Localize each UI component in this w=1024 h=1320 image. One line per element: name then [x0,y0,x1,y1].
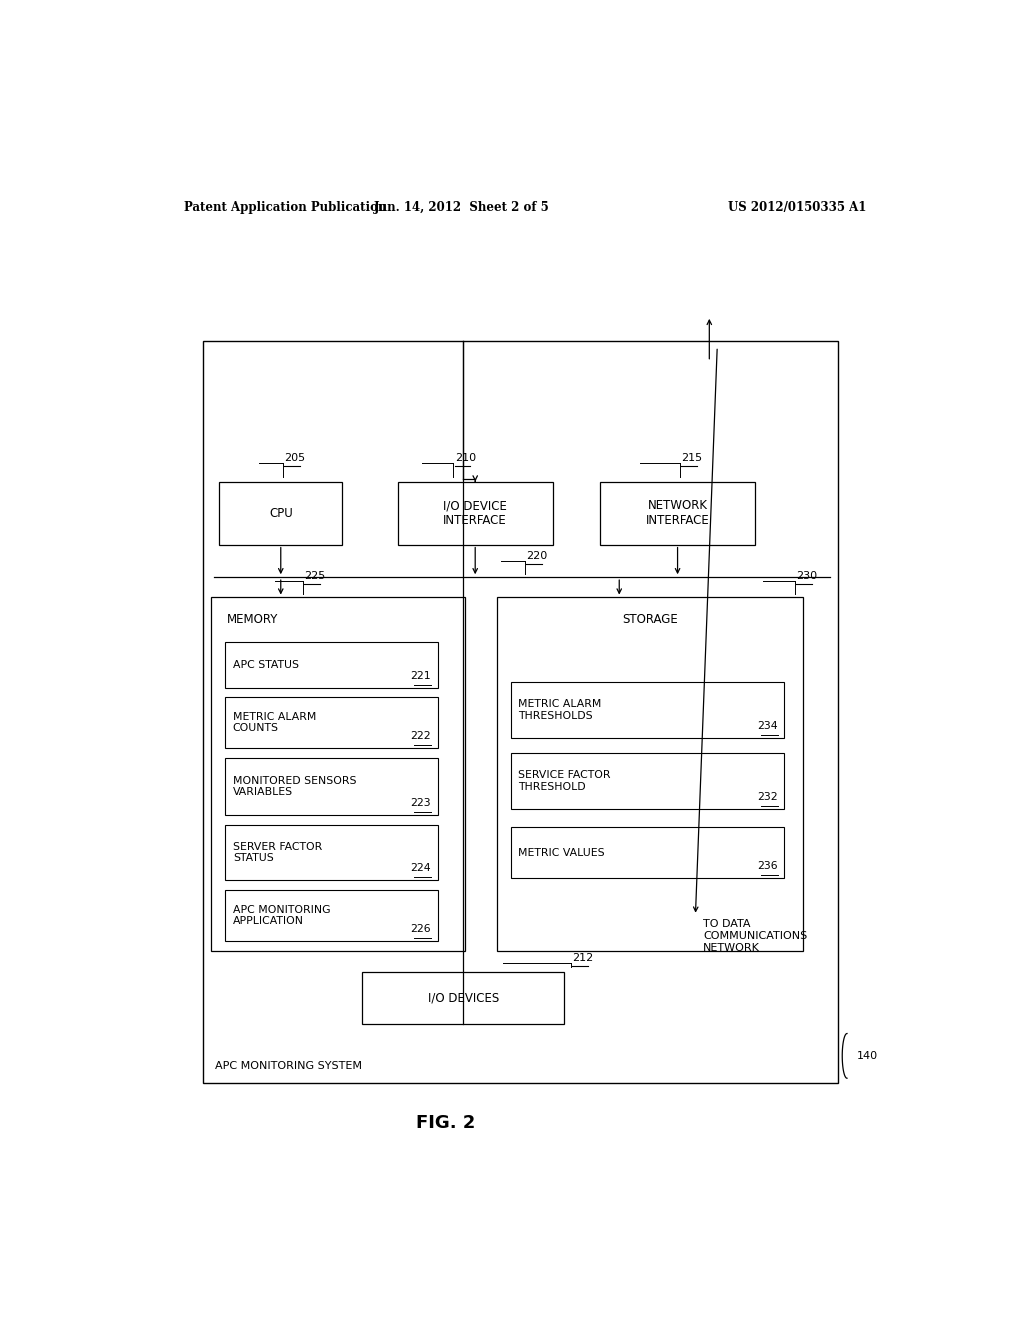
Text: MONITORED SENSORS
VARIABLES: MONITORED SENSORS VARIABLES [232,776,356,797]
Text: 212: 212 [572,953,594,964]
Text: NETWORK
INTERFACE: NETWORK INTERFACE [646,499,710,527]
Text: SERVICE FACTOR
THRESHOLD: SERVICE FACTOR THRESHOLD [518,770,611,792]
Text: METRIC VALUES: METRIC VALUES [518,847,605,858]
Text: 230: 230 [797,572,817,581]
Bar [219,482,342,545]
Bar [204,342,839,1084]
Text: Patent Application Publication: Patent Application Publication [183,201,386,214]
Text: TO DATA
COMMUNICATIONS
NETWORK: TO DATA COMMUNICATIONS NETWORK [703,919,808,953]
Bar [511,752,784,809]
Text: 205: 205 [285,453,305,463]
Bar [511,828,784,878]
Text: 232: 232 [758,792,778,801]
Text: 226: 226 [411,924,431,935]
Text: SERVER FACTOR
STATUS: SERVER FACTOR STATUS [232,842,322,863]
Bar [497,598,803,952]
Text: 221: 221 [411,671,431,681]
Text: APC MONITORING
APPLICATION: APC MONITORING APPLICATION [232,904,331,927]
Text: Jun. 14, 2012  Sheet 2 of 5: Jun. 14, 2012 Sheet 2 of 5 [374,201,549,214]
Text: 224: 224 [411,863,431,873]
Text: APC STATUS: APC STATUS [232,660,299,671]
Text: I/O DEVICES: I/O DEVICES [428,991,499,1005]
Text: 236: 236 [758,861,778,871]
Bar [225,825,437,880]
Text: 210: 210 [455,453,476,463]
Text: 234: 234 [758,721,778,731]
Text: METRIC ALARM
COUNTS: METRIC ALARM COUNTS [232,711,316,734]
Text: 215: 215 [681,453,702,463]
Bar [362,972,564,1024]
Text: FIG. 2: FIG. 2 [416,1114,475,1133]
Text: STORAGE: STORAGE [622,612,678,626]
Text: US 2012/0150335 A1: US 2012/0150335 A1 [728,201,866,214]
Bar [225,890,437,941]
Bar [225,643,437,688]
Text: 223: 223 [411,797,431,808]
Text: 222: 222 [411,731,431,741]
Bar [211,598,465,952]
Bar [225,758,437,814]
Text: 140: 140 [856,1051,878,1061]
Bar [600,482,755,545]
Text: MEMORY: MEMORY [227,612,279,626]
Text: APC MONITORING SYSTEM: APC MONITORING SYSTEM [215,1061,362,1071]
Bar [511,682,784,738]
Text: 225: 225 [304,572,326,581]
Text: I/O DEVICE
INTERFACE: I/O DEVICE INTERFACE [443,499,507,527]
Text: 220: 220 [526,550,548,561]
Bar [225,697,437,748]
Text: CPU: CPU [269,507,293,520]
Text: METRIC ALARM
THRESHOLDS: METRIC ALARM THRESHOLDS [518,700,602,721]
Bar [397,482,553,545]
